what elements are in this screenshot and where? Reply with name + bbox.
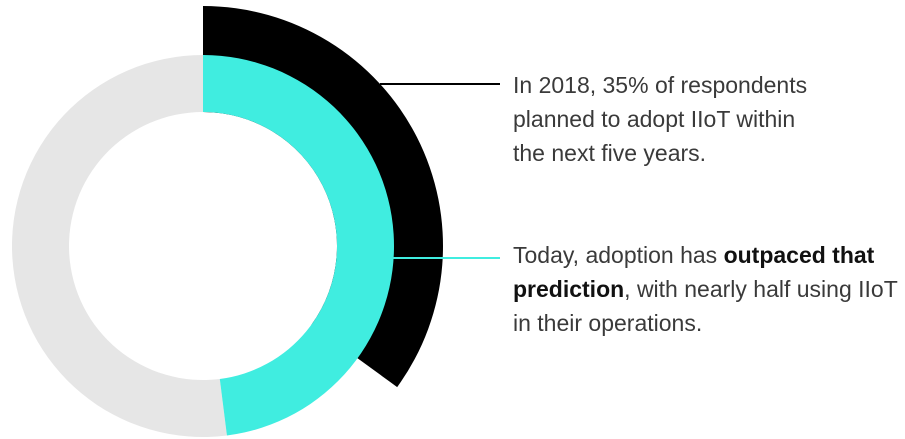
annotation-2018-line: the next five years.	[513, 140, 707, 166]
arc-track	[11, 55, 227, 438]
annotation-today: Today, adoption has outpaced that predic…	[513, 238, 898, 340]
annotation-today-text: , with nearly half using IIoT in their o…	[513, 276, 898, 336]
arc-today-adoption	[203, 55, 394, 436]
annotation-2018-line: In 2018, 35% of respondents	[513, 72, 808, 98]
annotation-today-text: Today, adoption has	[513, 242, 724, 268]
annotation-2018: In 2018, 35% of respondents planned to a…	[513, 68, 898, 170]
annotation-2018-line: planned to adopt IIoT within	[513, 106, 796, 132]
annotation-today-emphasis: outpaced that prediction	[513, 242, 875, 302]
